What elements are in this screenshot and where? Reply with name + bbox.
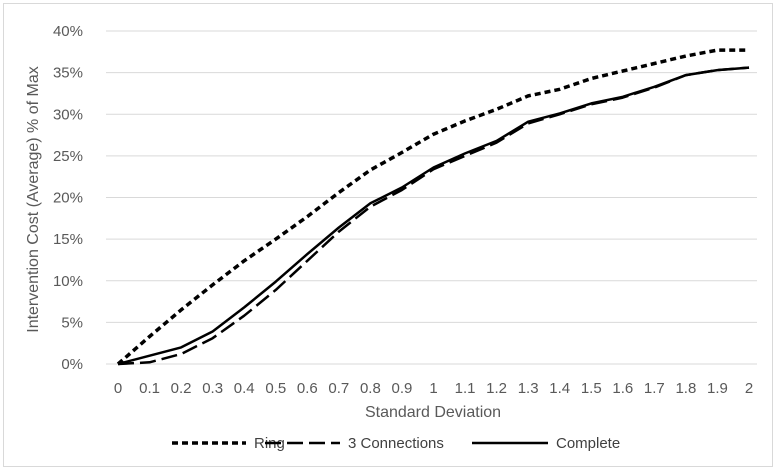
x-tick-label: 0.9 <box>392 380 413 397</box>
y-axis-title: Intervention Cost (Average) % of Max <box>25 66 42 333</box>
x-tick-label: 0.8 <box>360 380 381 397</box>
x-axis-title: Standard Deviation <box>365 404 501 421</box>
x-tick-label: 1.3 <box>518 380 539 397</box>
x-tick-label: 1.1 <box>455 380 476 397</box>
y-tick-label: 30% <box>53 106 83 123</box>
x-tick-label: 0.6 <box>297 380 318 397</box>
x-tick-label: 0.2 <box>171 380 192 397</box>
gridlines <box>106 30 757 323</box>
x-tick-label: 1.9 <box>707 380 728 397</box>
legend-label: Complete <box>556 435 620 452</box>
legend-label: 3 Connections <box>348 435 444 452</box>
series-line-complete <box>117 66 750 366</box>
y-tick-label: 10% <box>53 273 83 290</box>
x-tick-label: 0.5 <box>265 380 286 397</box>
x-tick-label: 1.2 <box>486 380 507 397</box>
x-tick-label: 0.4 <box>234 380 255 397</box>
x-tick-label: 1.5 <box>581 380 602 397</box>
x-tick-label: 1 <box>429 380 437 397</box>
chart-frame <box>3 3 773 467</box>
y-tick-label: 35% <box>53 65 83 82</box>
y-tick-label: 20% <box>53 190 83 207</box>
series-line-3-connections <box>117 66 750 366</box>
x-tick-label: 1.6 <box>612 380 633 397</box>
x-tick-label: 0 <box>114 380 122 397</box>
y-tick-label: 25% <box>53 148 83 165</box>
x-tick-label: 0.1 <box>139 380 160 397</box>
series-line-ring <box>116 48 749 366</box>
x-tick-label: 1.7 <box>644 380 665 397</box>
x-tick-label: 2 <box>745 380 753 397</box>
x-tick-label: 0.3 <box>202 380 223 397</box>
x-tick-label: 1.8 <box>675 380 696 397</box>
y-tick-label: 40% <box>53 23 83 40</box>
x-tick-labels: 0 0.1 0.2 0.3 0.4 0.5 0.6 0.7 0.8 0.9 1 1.1 1.2 1.3 1.… <box>114 380 753 397</box>
y-tick-label: 0% <box>61 356 83 373</box>
x-tick-label: 1.4 <box>549 380 570 397</box>
legend: Ring 3 Connections Complete <box>172 435 620 452</box>
series-lines <box>116 48 750 366</box>
x-tick-label: 0.7 <box>328 380 349 397</box>
y-tick-label: 15% <box>53 231 83 248</box>
y-tick-labels: 0% 5% 10% 15% 20% 25% 30% 35% 40% <box>53 23 83 373</box>
y-tick-label: 5% <box>61 314 83 331</box>
